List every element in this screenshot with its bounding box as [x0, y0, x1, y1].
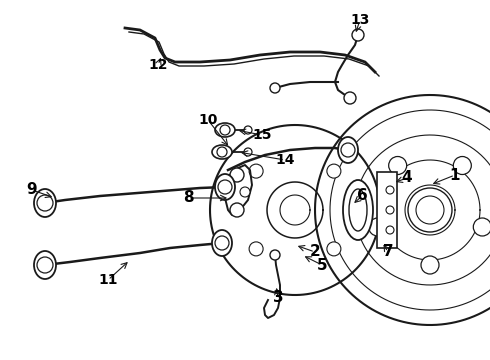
Text: 3: 3: [273, 291, 283, 306]
Text: 9: 9: [26, 183, 37, 198]
Ellipse shape: [212, 145, 232, 159]
Circle shape: [230, 203, 244, 217]
Circle shape: [244, 126, 252, 134]
Circle shape: [386, 186, 394, 194]
Circle shape: [240, 187, 250, 197]
Circle shape: [453, 157, 471, 175]
Ellipse shape: [349, 189, 367, 231]
Circle shape: [408, 188, 452, 232]
Text: 8: 8: [183, 190, 194, 206]
Text: 12: 12: [148, 58, 168, 72]
Text: 5: 5: [317, 257, 327, 273]
Circle shape: [37, 195, 53, 211]
Ellipse shape: [215, 174, 235, 200]
Circle shape: [386, 206, 394, 214]
Circle shape: [416, 196, 444, 224]
Circle shape: [230, 168, 244, 182]
Circle shape: [389, 157, 407, 175]
Text: 4: 4: [402, 171, 412, 185]
Bar: [377, 172, 397, 248]
Circle shape: [218, 180, 232, 194]
Circle shape: [368, 218, 387, 236]
Circle shape: [344, 92, 356, 104]
Text: 11: 11: [98, 273, 118, 287]
Ellipse shape: [212, 230, 232, 256]
Circle shape: [220, 125, 230, 135]
Circle shape: [270, 83, 280, 93]
Text: 1: 1: [450, 167, 460, 183]
Text: 7: 7: [383, 244, 393, 260]
Circle shape: [473, 218, 490, 236]
Text: 2: 2: [310, 244, 320, 260]
Text: 15: 15: [252, 128, 272, 142]
Circle shape: [215, 236, 229, 250]
Circle shape: [352, 29, 364, 41]
Ellipse shape: [34, 251, 56, 279]
Circle shape: [421, 256, 439, 274]
Circle shape: [244, 148, 252, 156]
Circle shape: [327, 164, 341, 178]
Circle shape: [270, 250, 280, 260]
Circle shape: [341, 143, 355, 157]
Circle shape: [386, 226, 394, 234]
Circle shape: [249, 164, 263, 178]
Ellipse shape: [215, 123, 235, 137]
Ellipse shape: [34, 189, 56, 217]
Text: 6: 6: [357, 189, 368, 203]
Circle shape: [327, 242, 341, 256]
Circle shape: [37, 257, 53, 273]
Circle shape: [249, 242, 263, 256]
Text: 13: 13: [350, 13, 369, 27]
Circle shape: [217, 147, 227, 157]
Ellipse shape: [338, 137, 358, 163]
Text: 14: 14: [275, 153, 295, 167]
Ellipse shape: [343, 180, 373, 240]
Text: 10: 10: [198, 113, 218, 127]
